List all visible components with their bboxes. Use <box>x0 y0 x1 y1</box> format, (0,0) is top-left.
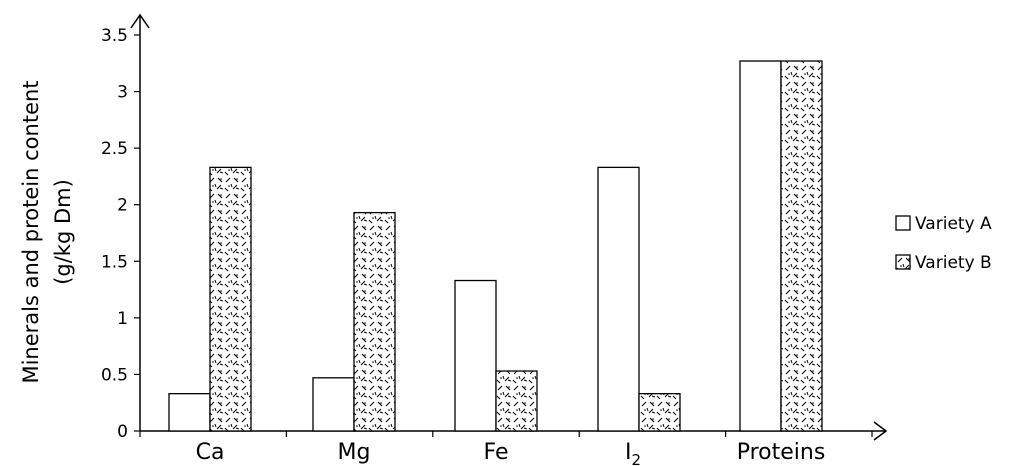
legend-label: Variety B <box>915 253 992 273</box>
legend-swatch <box>895 254 911 270</box>
legend: Variety A Variety B <box>895 214 992 273</box>
x-tick-label: I2 <box>625 440 641 466</box>
y-axis-label: Minerals and protein content <box>19 80 43 383</box>
bar-variety-a-proteins <box>739 60 782 432</box>
labels: 0 0.5 1 1.5 2 2.5 3 3.5 Ca Mg Fe I2 Proteins Minerals… <box>19 26 825 466</box>
bar-variety-a-mg <box>312 377 355 432</box>
x-tick-label: Proteins <box>737 440 826 465</box>
x-tick-label: Ca <box>196 440 225 465</box>
y-tick-label: 0.5 <box>101 365 128 385</box>
bar-variety-a-fe <box>454 279 497 432</box>
bar-variety-b-proteins <box>780 60 823 432</box>
y-tick-label: 1 <box>117 309 128 329</box>
y-tick-label: 3.5 <box>101 26 128 46</box>
legend-label: Variety A <box>915 214 992 234</box>
y-tick-label: 1.5 <box>101 252 128 272</box>
y-tick-label: 3 <box>117 83 128 103</box>
legend-swatch <box>895 215 911 231</box>
x-tick-label-subscript: 2 <box>631 451 641 466</box>
y-axis-unit: (g/kg Dm) <box>51 179 75 285</box>
bar-variety-b-i <box>638 393 681 432</box>
bar-variety-b-fe <box>495 370 538 432</box>
bar-variety-b-mg <box>353 211 396 432</box>
y-tick-label: 2 <box>117 196 128 216</box>
bar-variety-a-i <box>597 166 640 432</box>
x-axis-arrow <box>873 421 888 441</box>
x-tick-label: Mg <box>338 440 371 465</box>
y-axis-arrow <box>130 13 150 29</box>
bar-variety-b-ca <box>209 166 252 432</box>
x-tick-label: Fe <box>484 440 509 465</box>
bars <box>168 60 823 432</box>
y-tick-label: 0 <box>117 422 128 442</box>
bar-variety-a-ca <box>168 393 211 432</box>
y-tick-label: 2.5 <box>101 139 128 159</box>
